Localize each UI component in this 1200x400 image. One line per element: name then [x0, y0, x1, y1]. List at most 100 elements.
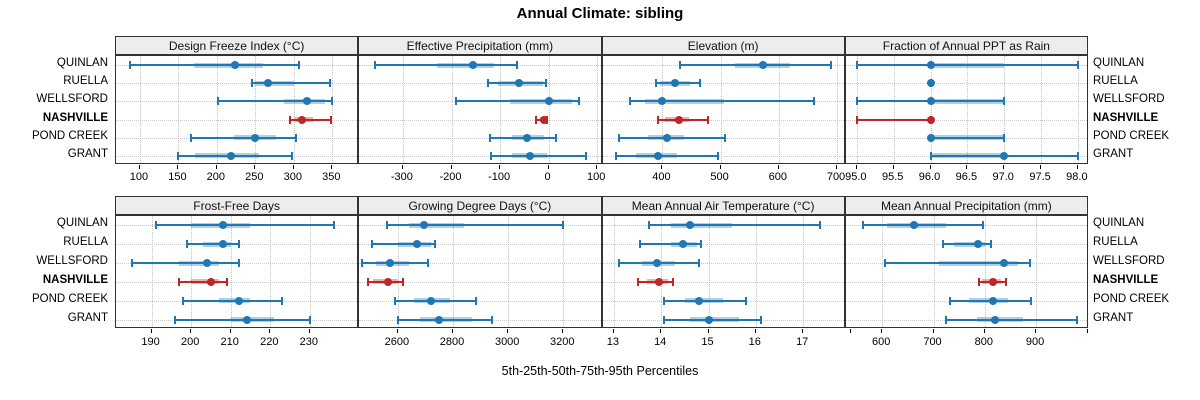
gridline-vertical — [1087, 216, 1088, 328]
axis-tick-label: 900 — [1025, 336, 1045, 348]
whisker-cap — [396, 315, 399, 324]
axis-tick-label: 700 — [923, 336, 942, 348]
whisker-cap — [291, 151, 294, 160]
axis-tick — [849, 329, 851, 333]
axis-tick-label: -100 — [488, 171, 511, 183]
median-dot — [539, 115, 548, 124]
site-label-right-pond-creek: POND CREEK — [1093, 129, 1170, 142]
gridline-vertical — [1041, 56, 1043, 163]
axis-tick-label: 500 — [710, 171, 729, 183]
axis-tick — [836, 165, 837, 169]
axis-tick-label: 95.5 — [881, 171, 904, 183]
plot-title: Annual Climate: sibling — [516, 5, 684, 22]
axis-tick — [1086, 329, 1088, 333]
whisker-cap — [130, 259, 133, 268]
whisker-cap — [385, 221, 388, 230]
panel-header-growing-degree-days-c: Growing Degree Days (°C) — [358, 196, 602, 215]
axis-tick-label: 100 — [129, 171, 149, 183]
whisker-cap — [585, 151, 588, 160]
whisker-cap — [434, 240, 437, 249]
median-dot — [218, 240, 227, 249]
whisker-cap — [182, 296, 185, 305]
axis-tick — [396, 329, 398, 333]
median-dot — [674, 115, 683, 124]
whisker-line — [179, 280, 227, 283]
gridline-vertical — [597, 56, 599, 163]
axis-tick-label: 14 — [654, 336, 667, 348]
whisker-line — [856, 64, 1078, 67]
axis-tick — [1076, 165, 1078, 169]
axis-tick — [547, 165, 549, 169]
axis-tick-label: 98.0 — [1066, 171, 1088, 183]
whisker-cap — [855, 97, 858, 106]
whisker-cap — [716, 151, 719, 160]
whisker-line — [131, 262, 239, 265]
gridline-vertical — [755, 216, 757, 327]
whisker-cap — [237, 259, 240, 268]
gridline-vertical — [178, 56, 180, 163]
axis-tick-label: 600 — [768, 171, 787, 183]
axis-tick-label: 13 — [606, 336, 620, 348]
gridline-vertical — [837, 56, 838, 163]
whisker-cap — [657, 115, 660, 124]
whisker-cap — [1076, 151, 1079, 160]
axis-tick — [499, 165, 501, 169]
whisker-cap — [295, 133, 298, 142]
median-dot — [234, 296, 243, 305]
whisker-cap — [490, 151, 493, 160]
median-dot — [242, 315, 251, 324]
median-dot — [910, 221, 919, 230]
axis-tick — [190, 329, 192, 333]
whisker-cap — [862, 221, 865, 230]
site-label-right-nashville: NASHVILLE — [1093, 273, 1159, 286]
median-dot — [695, 296, 703, 305]
axis-tick — [452, 329, 453, 333]
whisker-cap — [394, 296, 397, 305]
axis-tick-label: 0 — [544, 171, 551, 183]
whisker-cap — [577, 97, 580, 106]
whisker-line — [251, 82, 330, 85]
site-label-left-quinlan: QUINLAN — [56, 57, 108, 70]
axis-tick-label: -200 — [439, 171, 462, 183]
panel-fraction-of-annual-ppt-as-rain — [844, 55, 1088, 164]
whisker-cap — [329, 115, 332, 124]
median-dot — [654, 277, 663, 286]
site-label-right-quinlan: QUINLAN — [1093, 57, 1145, 70]
axis-tick — [1040, 165, 1042, 169]
gridline-vertical — [397, 216, 399, 327]
median-dot — [988, 277, 997, 286]
gridline-vertical — [548, 56, 550, 163]
whisker-cap — [723, 133, 726, 142]
panel-header-mean-annual-precipitation-mm: Mean Annual Precipitation (mm) — [844, 196, 1088, 215]
gridline-vertical — [293, 56, 295, 163]
axis-tick — [892, 165, 894, 169]
whisker-line — [362, 262, 429, 265]
whisker-cap — [977, 277, 980, 286]
whisker-cap — [177, 151, 180, 160]
whisker-line — [856, 118, 931, 121]
site-label-left-wellsford: WELLSFORD — [36, 255, 108, 268]
whisker-cap — [818, 221, 821, 230]
gridline-vertical — [191, 216, 193, 327]
panel-header-fraction-of-annual-ppt-as-rain: Fraction of Annual PPT as Rain — [844, 36, 1088, 55]
whisker-line — [658, 118, 708, 121]
whisker-line — [491, 154, 587, 157]
axis-tick-label: 230 — [299, 336, 318, 348]
axis-tick — [215, 165, 217, 169]
axis-tick — [719, 165, 721, 169]
gridline-vertical — [613, 216, 615, 327]
axis-tick-label: 17 — [796, 336, 809, 348]
whisker-line — [930, 136, 1005, 139]
panel-mean-annual-precipitation-mm — [844, 215, 1088, 328]
axis-tick-label: 15 — [701, 336, 714, 348]
whisker-cap — [948, 296, 951, 305]
gridline-horizontal — [602, 244, 844, 246]
whisker-cap — [654, 79, 657, 88]
whisker-cap — [535, 115, 538, 124]
gridline-vertical — [708, 216, 710, 327]
gridline-vertical — [984, 216, 986, 327]
panel-growing-degree-days-c — [358, 215, 602, 328]
axis-tick-label: 700 — [826, 171, 846, 183]
axis-tick-label: 210 — [220, 336, 239, 348]
